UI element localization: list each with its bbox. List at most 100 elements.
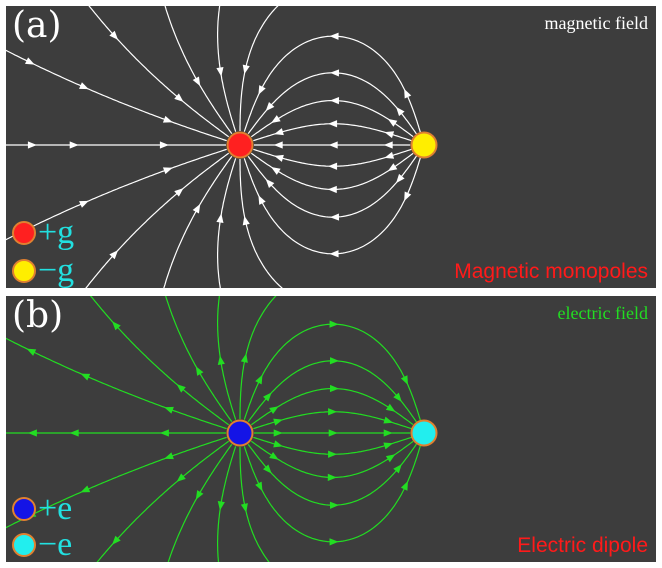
field-line bbox=[239, 447, 270, 562]
field-arrow bbox=[385, 403, 396, 412]
field-arrow bbox=[274, 154, 284, 162]
field-arrow bbox=[69, 429, 79, 437]
field-arrow bbox=[258, 85, 266, 95]
field-arrow bbox=[328, 429, 338, 437]
field-arrow bbox=[80, 373, 91, 381]
field-line bbox=[6, 337, 227, 430]
legend-negative-symbol: −e bbox=[38, 526, 73, 562]
field-line bbox=[239, 296, 277, 419]
field-arrow bbox=[271, 167, 281, 175]
magnetic-field-diagram bbox=[6, 6, 438, 288]
field-line bbox=[163, 155, 233, 288]
field-arrow bbox=[192, 76, 201, 87]
field-line bbox=[243, 323, 421, 421]
field-line bbox=[247, 442, 418, 506]
field-arrow bbox=[329, 97, 340, 105]
field-arrow bbox=[162, 115, 173, 123]
field-arrow bbox=[242, 64, 250, 75]
field-line bbox=[217, 296, 237, 420]
field-arrow bbox=[273, 141, 283, 149]
field-arrow bbox=[329, 320, 339, 328]
field-arrow bbox=[328, 162, 338, 170]
field-arrow bbox=[383, 141, 393, 149]
field-arrow bbox=[396, 173, 405, 184]
field-arrow bbox=[383, 442, 394, 450]
field-arrow bbox=[328, 450, 338, 458]
field-arrow bbox=[192, 203, 201, 214]
field-arrow bbox=[27, 141, 37, 149]
field-line bbox=[243, 35, 421, 133]
field-arrow bbox=[174, 188, 184, 197]
field-line bbox=[6, 49, 227, 142]
field-arrow bbox=[329, 69, 340, 77]
field-line bbox=[96, 440, 230, 562]
legend-negative-charge: −g bbox=[12, 254, 74, 288]
field-arrow bbox=[329, 538, 339, 546]
field-arrow bbox=[69, 141, 79, 149]
field-arrow bbox=[329, 357, 339, 365]
field-arrow bbox=[112, 321, 121, 331]
field-arrow bbox=[216, 67, 224, 77]
field-arrow bbox=[159, 141, 169, 149]
legend-positive-symbol: +e bbox=[38, 490, 73, 527]
field-arrow bbox=[79, 82, 89, 90]
field-arrow bbox=[404, 191, 412, 202]
field-line bbox=[167, 443, 233, 562]
field-arrow bbox=[387, 163, 398, 172]
field-arrow bbox=[26, 348, 37, 356]
field-line bbox=[217, 158, 237, 288]
field-arrow bbox=[164, 406, 174, 414]
field-arrow bbox=[265, 102, 275, 112]
field-arrow bbox=[329, 250, 339, 258]
legend-positive-charge: +g bbox=[12, 216, 74, 250]
field-arrow bbox=[216, 213, 224, 223]
field-arrow bbox=[387, 118, 398, 127]
field-arrow bbox=[404, 88, 412, 99]
field-arrow bbox=[242, 215, 250, 226]
field-arrow bbox=[329, 32, 339, 40]
magnetic-monopoles-label: Magnetic monopoles bbox=[454, 260, 648, 283]
field-arrow bbox=[273, 429, 283, 437]
field-arrow bbox=[269, 406, 279, 415]
field-line bbox=[239, 159, 283, 288]
field-arrow bbox=[79, 200, 89, 208]
field-arrow bbox=[255, 374, 263, 385]
field-arrow bbox=[258, 195, 266, 205]
field-arrow bbox=[384, 151, 395, 159]
legend-negative-charge: −e bbox=[12, 528, 72, 562]
field-arrow bbox=[385, 454, 396, 463]
field-arrow bbox=[328, 408, 338, 416]
field-arrow bbox=[262, 464, 272, 474]
field-arrow bbox=[383, 416, 394, 424]
field-line bbox=[243, 445, 421, 543]
legend-negative-symbol: −g bbox=[38, 252, 75, 288]
field-arrow bbox=[164, 452, 174, 460]
field-arrow bbox=[400, 481, 408, 491]
field-arrow bbox=[262, 392, 272, 402]
legend-positive-dot bbox=[12, 221, 36, 245]
field-arrow bbox=[327, 185, 337, 194]
panel-a-magnetic-monopoles: (a) magnetic field +g −g Magnetic monopo… bbox=[6, 6, 656, 288]
negative-charge bbox=[410, 131, 438, 159]
field-line bbox=[85, 152, 230, 288]
field-arrow bbox=[327, 473, 337, 481]
legend-positive-charge: +e bbox=[12, 492, 72, 526]
magnetic-field-label: magnetic field bbox=[544, 13, 648, 33]
field-arrow bbox=[400, 375, 408, 385]
field-line bbox=[89, 296, 230, 426]
field-arrow bbox=[25, 57, 35, 65]
field-arrow bbox=[109, 250, 119, 260]
electric-field-diagram bbox=[6, 296, 438, 562]
field-arrow bbox=[265, 178, 275, 188]
panel-a-letter: (a) bbox=[12, 6, 62, 46]
field-arrow bbox=[112, 535, 121, 545]
electric-dipole-label: Electric dipole bbox=[517, 534, 648, 557]
legend-negative-dot bbox=[12, 533, 36, 557]
field-arrow bbox=[396, 106, 405, 117]
field-arrow bbox=[80, 485, 91, 493]
field-arrow bbox=[329, 213, 340, 221]
panel-b-letter: (b) bbox=[12, 296, 64, 336]
field-arrow bbox=[329, 501, 339, 509]
field-line bbox=[88, 6, 230, 138]
field-arrow bbox=[109, 30, 119, 40]
